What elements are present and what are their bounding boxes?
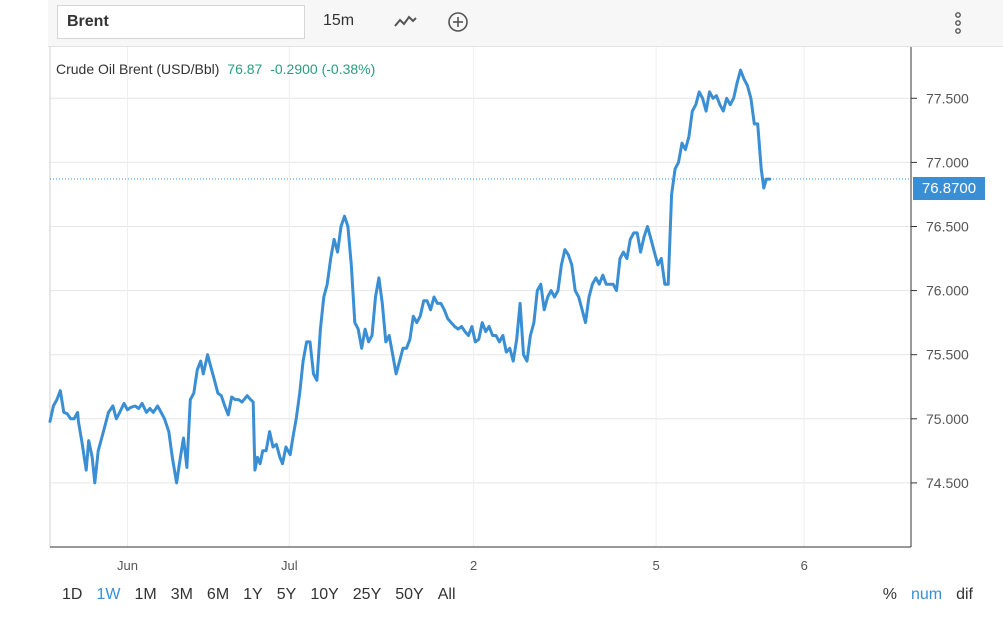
range-button-all[interactable]: All [437, 586, 456, 603]
range-button-5y[interactable]: 5Y [276, 586, 297, 603]
range-button-1w[interactable]: 1W [96, 586, 121, 603]
mode-button-num[interactable]: num [910, 586, 943, 603]
vertical-dots-icon[interactable] [953, 11, 963, 35]
symbol-input[interactable]: Brent [57, 5, 305, 39]
range-button-6m[interactable]: 6M [206, 586, 230, 603]
y-tick-label: 75.000 [926, 411, 969, 427]
mode-button-percent[interactable]: % [882, 586, 897, 603]
y-tick-label: 75.500 [926, 347, 969, 363]
x-tick-label: 6 [801, 558, 808, 573]
y-tick-label: 77.000 [926, 154, 969, 170]
x-tick-label: Jun [117, 558, 138, 573]
mode-buttons: % num dif [869, 586, 973, 604]
y-tick-label: 76.500 [926, 218, 969, 234]
mode-button-dif[interactable]: dif [956, 586, 973, 603]
interval-selector[interactable]: 15m [323, 12, 355, 29]
x-tick-label: Jul [281, 558, 298, 573]
range-button-10y[interactable]: 10Y [310, 586, 339, 603]
x-tick-label: 5 [653, 558, 660, 573]
range-button-1d[interactable]: 1D [62, 586, 83, 603]
legend-name: Crude Oil Brent (USD/Bbl) [56, 61, 220, 77]
price-series-line [48, 68, 772, 485]
line-chart-icon[interactable] [392, 10, 418, 34]
top-toolbar: Brent 15m [48, 0, 1003, 47]
legend-change: -0.2900 (-0.38%) [270, 61, 376, 77]
range-button-1y[interactable]: 1Y [243, 586, 263, 603]
range-button-1m[interactable]: 1M [134, 586, 157, 603]
legend-last: 76.87 [227, 61, 263, 77]
y-tick-label: 77.500 [926, 90, 969, 106]
plus-circle-icon[interactable] [445, 10, 471, 34]
y-tick-label: 76.000 [926, 283, 969, 299]
price-chart[interactable]: 74.500 75.000 75.500 76.000 76.500 77.000 77.5… [0, 47, 1003, 577]
range-button-50y[interactable]: 50Y [395, 586, 424, 603]
y-tick-label: 74.500 [926, 475, 969, 491]
range-buttons: 1D 1W 1M 3M 6M 1Y 5Y 10Y 25Y 50Y All [62, 586, 470, 604]
range-button-25y[interactable]: 25Y [352, 586, 382, 603]
last-price-tag: 76.8700 [913, 177, 985, 200]
chart-legend: Crude Oil Brent (USD/Bbl) 76.87 -0.2900 … [56, 61, 375, 77]
x-tick-label: 2 [470, 558, 477, 573]
range-button-3m[interactable]: 3M [170, 586, 193, 603]
